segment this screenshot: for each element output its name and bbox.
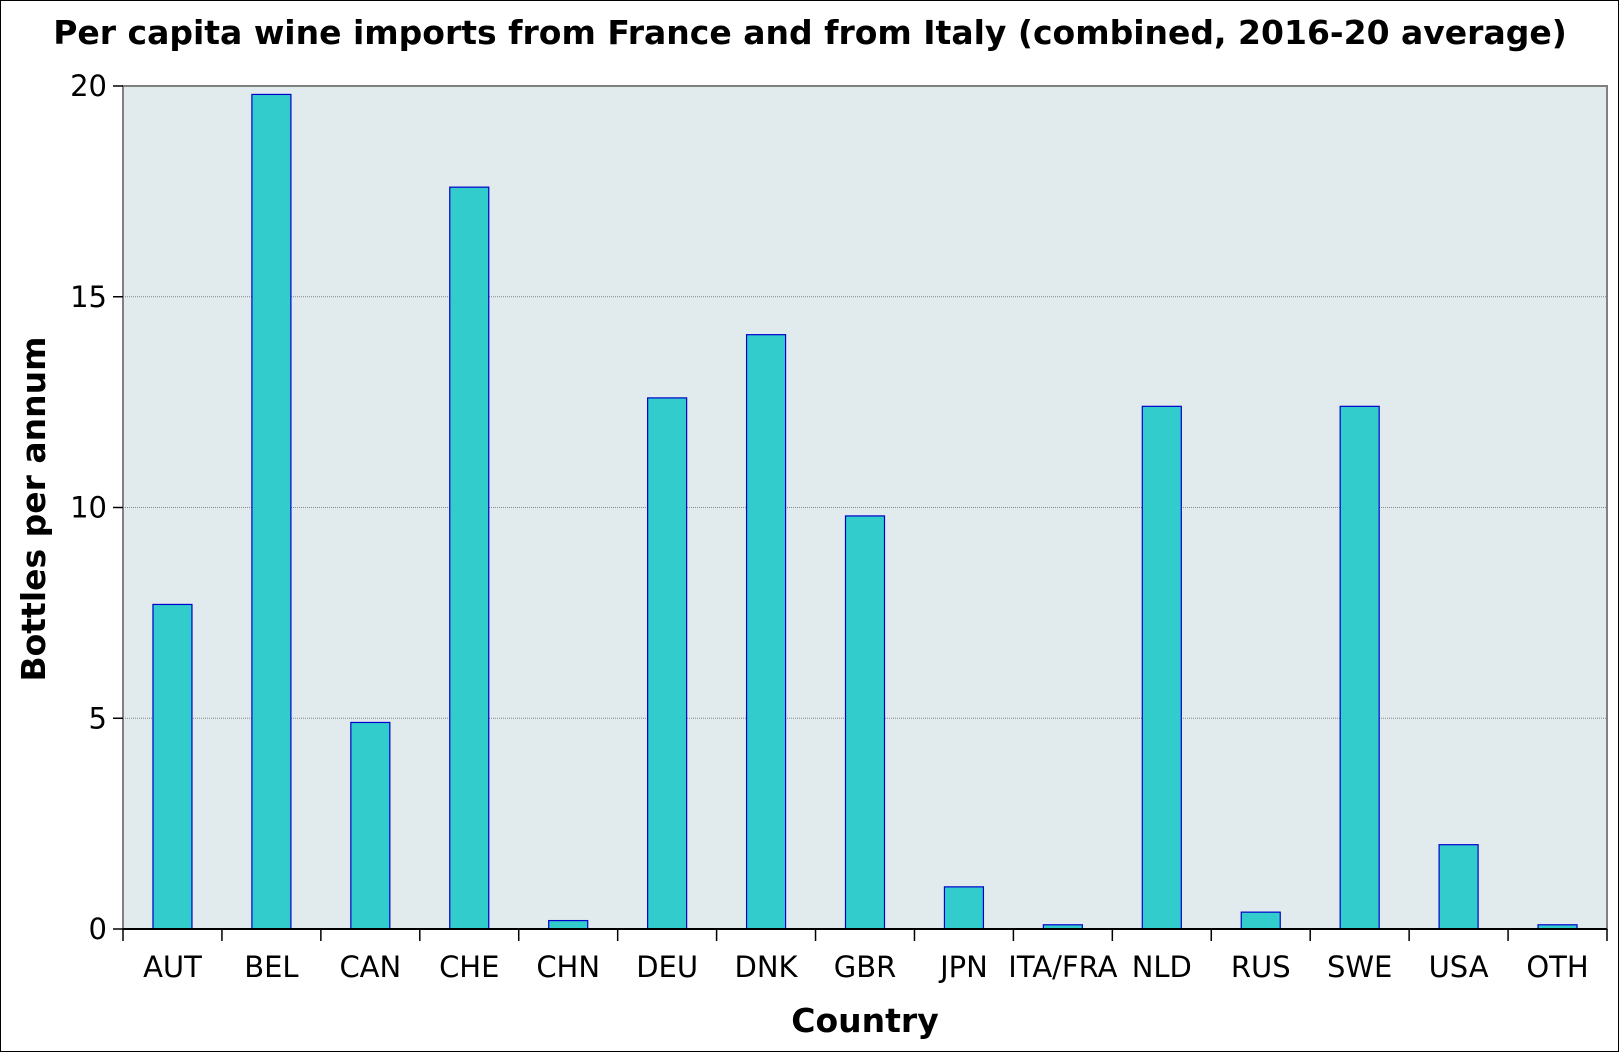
bar-deu: [647, 397, 688, 930]
bars: [152, 93, 1578, 930]
bar-aut: [152, 603, 193, 930]
y-tick-label: 0: [89, 912, 107, 946]
bar-che: [449, 186, 490, 930]
x-tick-labels: AUT BEL CAN CHE CHN DEU DNK GBR JPN ITA/FRA NLD RUS…: [143, 950, 1589, 984]
y-tick-label: 20: [70, 69, 107, 103]
x-tick-label: JPN: [938, 950, 988, 984]
x-tick-label: DNK: [735, 950, 799, 984]
x-tick-label: ITA/FRA: [1008, 950, 1117, 984]
x-tick-label: CHE: [439, 950, 499, 984]
y-tick-label: 10: [70, 491, 107, 525]
chart-title: Per capita wine imports from France and …: [53, 13, 1567, 52]
x-tick-label: AUT: [143, 950, 202, 984]
x-tick-label: OTH: [1526, 950, 1588, 984]
y-tick-label: 15: [70, 280, 107, 314]
bar-dnk: [745, 334, 787, 930]
y-tick-label: 5: [89, 701, 107, 735]
y-axis-title: Bottles per annum: [14, 336, 53, 681]
x-tick-label: USA: [1429, 950, 1489, 984]
x-tick-label: CHN: [536, 950, 600, 984]
x-tick-label: BEL: [244, 950, 298, 984]
bar-can: [350, 721, 391, 930]
bar-usa: [1438, 844, 1479, 930]
bar-nld: [1141, 405, 1182, 930]
bar-jpn: [943, 886, 985, 930]
x-tick-label: NLD: [1132, 950, 1192, 984]
y-tick-labels: 0 5 10 15 20: [70, 69, 107, 946]
x-axis-title: Country: [791, 1001, 938, 1040]
bar-bel: [251, 93, 292, 930]
bar-gbr: [844, 515, 886, 930]
axes: [113, 85, 1608, 941]
x-tick-label: CAN: [339, 950, 401, 984]
bar-swe: [1339, 405, 1380, 930]
bar-chn: [548, 919, 589, 930]
x-tick-label: SWE: [1327, 950, 1392, 984]
x-tick-label: RUS: [1231, 950, 1291, 984]
x-tick-label: GBR: [834, 950, 897, 984]
x-tick-label: DEU: [636, 950, 698, 984]
bar-rus: [1240, 911, 1281, 930]
